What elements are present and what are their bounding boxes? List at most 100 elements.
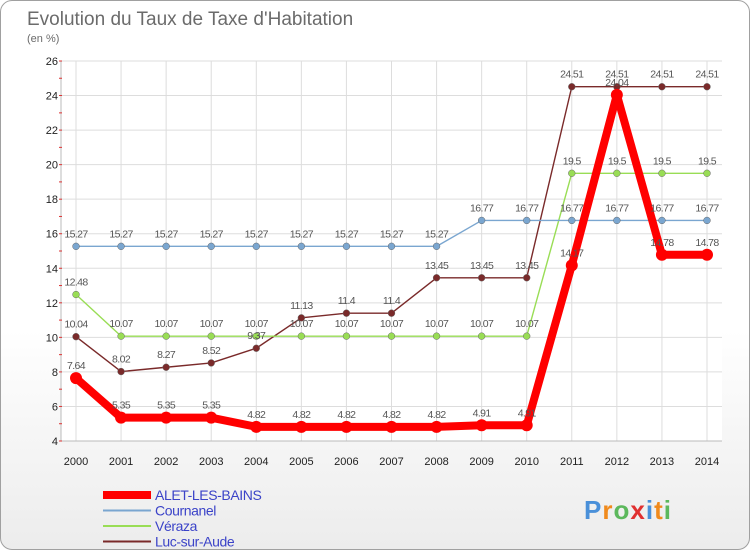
data-label: 4.82 <box>292 409 311 421</box>
data-label: 11.4 <box>383 295 401 307</box>
data-label: 15.27 <box>380 228 404 240</box>
data-point <box>162 332 170 340</box>
data-point <box>342 242 351 250</box>
x-tick-label: 2004 <box>244 456 268 468</box>
x-tick-label: 2007 <box>379 456 403 468</box>
x-tick-label: 2008 <box>424 456 448 468</box>
data-label: 10.07 <box>380 318 404 330</box>
data-label: 10.07 <box>245 318 269 330</box>
data-label: 10.07 <box>335 318 359 330</box>
y-tick-label: 18 <box>46 194 58 206</box>
y-tick-label: 24 <box>46 91 58 103</box>
proxiti-logo: Proxiti <box>584 495 672 525</box>
x-tick-label: 2013 <box>650 456 674 468</box>
data-label: 16.77 <box>515 202 539 214</box>
data-label: 4.82 <box>428 409 447 421</box>
legend-label: ALET-LES-BAINS <box>155 487 262 503</box>
x-tick-label: 2014 <box>695 456 719 468</box>
data-label: 5.35 <box>202 400 221 412</box>
data-label: 12.48 <box>64 277 88 289</box>
y-tick-label: 10 <box>46 332 58 344</box>
logo-letter: r <box>602 495 613 525</box>
data-point <box>387 242 396 250</box>
data-point <box>613 169 621 177</box>
data-label: 14.78 <box>650 237 674 249</box>
data-label: 9.37 <box>247 330 266 342</box>
data-point <box>72 242 80 250</box>
data-point <box>340 420 353 433</box>
data-label: 14.17 <box>560 247 584 259</box>
x-tick-label: 2011 <box>560 456 584 468</box>
data-label: 16.77 <box>470 202 494 214</box>
data-point <box>568 216 576 225</box>
data-point <box>655 248 668 261</box>
legend-label: Cournanel <box>155 503 216 519</box>
data-point <box>385 420 398 433</box>
data-label: 13.45 <box>425 260 449 272</box>
data-point <box>297 332 306 340</box>
data-label: 4.82 <box>337 409 356 421</box>
logo-letter: i <box>664 495 672 525</box>
data-point <box>703 83 711 91</box>
data-label: 5.35 <box>157 400 176 412</box>
data-label: 24.04 <box>605 77 629 89</box>
y-tick-label: 16 <box>46 229 58 241</box>
data-label: 15.27 <box>245 228 269 240</box>
y-tick-label: 12 <box>46 298 58 310</box>
x-tick-label: 2006 <box>334 456 358 468</box>
data-label: 16.77 <box>560 202 584 214</box>
y-tick-label: 6 <box>52 401 58 413</box>
data-point <box>72 333 80 341</box>
data-label: 19.5 <box>653 155 672 167</box>
data-label: 24.51 <box>695 69 719 81</box>
data-point <box>250 420 263 433</box>
data-label: 10.07 <box>290 318 314 330</box>
data-label: 24.51 <box>650 69 674 81</box>
data-label: 16.77 <box>605 202 629 214</box>
data-label: 16.77 <box>650 202 674 214</box>
data-point <box>703 169 711 177</box>
data-labels: 7.64 5.35 5.35 5.35 4.82 4.82 4.82 4.82 4.82 4.91… <box>64 69 720 421</box>
x-tick-label: 2009 <box>469 456 493 468</box>
data-label: 14.78 <box>695 237 719 249</box>
data-point <box>568 83 576 91</box>
legend-label: Véraza <box>155 518 198 534</box>
data-point <box>342 332 351 340</box>
data-point <box>565 259 578 272</box>
logo-text: Proxiti <box>584 495 672 525</box>
data-point <box>475 419 488 432</box>
data-point <box>70 372 82 385</box>
y-tick-label: 20 <box>46 160 58 172</box>
y-tick-label: 14 <box>46 263 58 275</box>
logo-letter: o <box>613 495 630 525</box>
x-tick-label: 2010 <box>514 456 538 468</box>
data-point <box>115 411 128 424</box>
data-point <box>523 332 531 340</box>
data-label: 4.91 <box>518 407 537 419</box>
logo-letter: i <box>646 495 654 525</box>
data-point <box>72 290 80 299</box>
data-point <box>701 248 713 261</box>
data-label: 7.64 <box>67 360 86 372</box>
data-label: 24.51 <box>560 69 584 81</box>
data-label: 8.27 <box>157 349 176 361</box>
data-point <box>432 274 441 282</box>
data-point <box>117 332 125 340</box>
data-label: 16.77 <box>695 202 719 214</box>
data-label: 10.07 <box>200 318 224 330</box>
data-point <box>297 242 306 250</box>
data-label: 10.07 <box>470 318 494 330</box>
data-point <box>387 309 396 317</box>
chart-subtitle: (en %) <box>27 33 59 45</box>
data-point <box>207 242 215 250</box>
data-label: 15.27 <box>335 228 359 240</box>
data-point <box>523 274 531 282</box>
y-tick-label: 8 <box>52 367 58 379</box>
data-label: 15.27 <box>290 228 314 240</box>
data-label: 11.4 <box>338 295 356 307</box>
data-point <box>117 242 125 250</box>
data-label: 5.35 <box>112 400 131 412</box>
data-point <box>117 367 125 376</box>
data-point <box>297 314 306 322</box>
logo-letter: t <box>654 495 664 525</box>
